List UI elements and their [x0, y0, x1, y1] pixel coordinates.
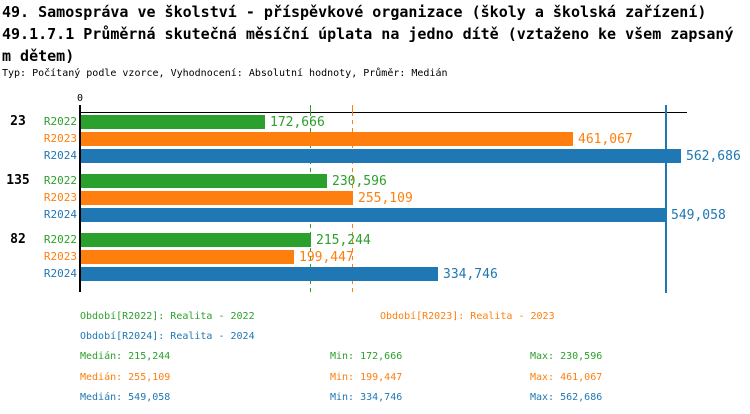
stat-min-r2022: Min: 172,666: [330, 351, 403, 362]
median-tick-r2022: [310, 105, 311, 112]
bar-r2023-group-135: [81, 191, 353, 205]
row-label-r2023: R2023: [43, 132, 77, 145]
chart-meta: Typ: Počítaný podle vzorce, Vyhodnocení:…: [2, 68, 448, 79]
legend-item-r2022: Období[R2022]: Realita - 2022: [80, 311, 255, 322]
row-label-r2022: R2022: [43, 174, 77, 187]
row-label-r2023: R2023: [43, 191, 77, 204]
chart-subtitle-line1: 49.1.7.1 Průměrná skutečná měsíční úplat…: [2, 25, 734, 43]
bar-value-label: 334,746: [443, 267, 498, 282]
bar-value-label: 461,067: [578, 132, 633, 147]
bar-r2022-group-82: [81, 233, 311, 247]
bar-r2024-group-135: [81, 208, 666, 222]
page-title: 49. Samospráva ve školství - příspěvkové…: [2, 3, 707, 21]
legend-item-r2024: Období[R2024]: Realita - 2024: [80, 331, 255, 342]
legend-item-r2023: Období[R2023]: Realita - 2023: [380, 311, 555, 322]
bar-r2022-group-135: [81, 174, 327, 188]
y-axis-line: [79, 105, 81, 292]
stat-max-r2022: Max: 230,596: [530, 351, 603, 362]
x-axis-origin-label: 0: [76, 93, 84, 104]
median-tick-r2023: [352, 105, 353, 112]
row-label-r2024: R2024: [43, 149, 77, 162]
bar-value-label: 215,244: [316, 233, 371, 248]
row-label-r2022: R2022: [43, 233, 77, 246]
stat-min-r2023: Min: 199,447: [330, 372, 403, 383]
bar-value-label: 562,686: [686, 149, 741, 164]
stat-max-r2024: Max: 562,686: [530, 392, 603, 403]
bar-value-label: 172,666: [270, 115, 325, 130]
group-label-82: 82: [10, 232, 26, 247]
row-label-r2024: R2024: [43, 208, 77, 221]
bar-value-label: 230,596: [332, 174, 387, 189]
bar-r2024-group-23: [81, 149, 681, 163]
median-line-r2024: [665, 105, 667, 293]
row-label-r2024: R2024: [43, 267, 77, 280]
chart-subtitle-line2: m dětem): [2, 47, 75, 65]
group-label-135: 135: [6, 173, 30, 188]
bar-value-label: 255,109: [358, 191, 413, 206]
bar-r2023-group-82: [81, 250, 294, 264]
row-label-r2022: R2022: [43, 115, 77, 128]
stat-max-r2023: Max: 461,067: [530, 372, 603, 383]
bar-r2022-group-23: [81, 115, 265, 129]
stat-min-r2024: Min: 334,746: [330, 392, 403, 403]
bar-value-label: 549,058: [671, 208, 726, 223]
bar-value-label: 199,447: [299, 250, 354, 265]
group-label-23: 23: [10, 114, 26, 129]
bar-r2024-group-82: [81, 267, 438, 281]
stat-median-r2022: Medián: 215,244: [80, 351, 171, 362]
x-axis-line: [80, 112, 687, 113]
stat-median-r2024: Medián: 549,058: [80, 392, 171, 403]
bar-r2023-group-23: [81, 132, 573, 146]
row-label-r2023: R2023: [43, 250, 77, 263]
stat-median-r2023: Medián: 255,109: [80, 372, 171, 383]
